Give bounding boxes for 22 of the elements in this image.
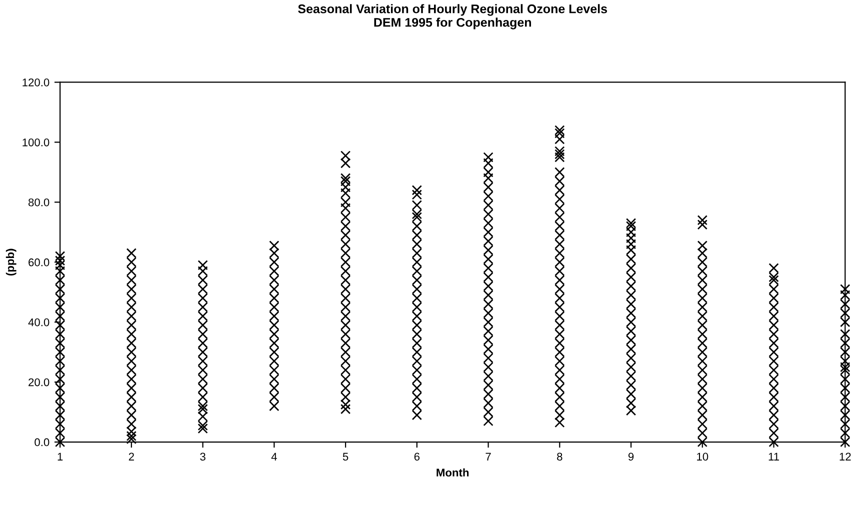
x-tick-label: 5: [342, 452, 348, 461]
x-tick-label: 10: [697, 452, 708, 461]
x-tick-label: 12: [840, 452, 851, 461]
y-tick-label: 60.0: [28, 258, 50, 266]
y-tick-label: 120.0: [22, 78, 50, 86]
y-tick-label: 20.0: [28, 378, 50, 386]
x-tick-label: 1: [58, 452, 63, 461]
y-tick-label: 100.0: [22, 138, 50, 146]
x-tick-label: 3: [200, 452, 206, 461]
y-tick-label: 40.0: [28, 318, 50, 326]
x-tick-label: 6: [414, 452, 420, 461]
x-axis-title: Month: [436, 468, 469, 477]
x-tick-label: 11: [768, 452, 779, 461]
x-tick-label: 2: [128, 452, 134, 461]
x-tick-label: 9: [628, 452, 634, 461]
x-tick-label: 4: [271, 452, 277, 461]
y-tick-label: 0.0: [34, 438, 50, 446]
y-axis-title: (ppb): [6, 248, 16, 276]
y-tick-label: 80.0: [28, 198, 50, 206]
x-tick-label: 7: [486, 452, 491, 461]
chart-title: Seasonal Variation of Hourly Regional Ozone Levels DEM 1995 for Copenhagen: [298, 4, 607, 30]
x-tick-label: 8: [557, 452, 562, 461]
